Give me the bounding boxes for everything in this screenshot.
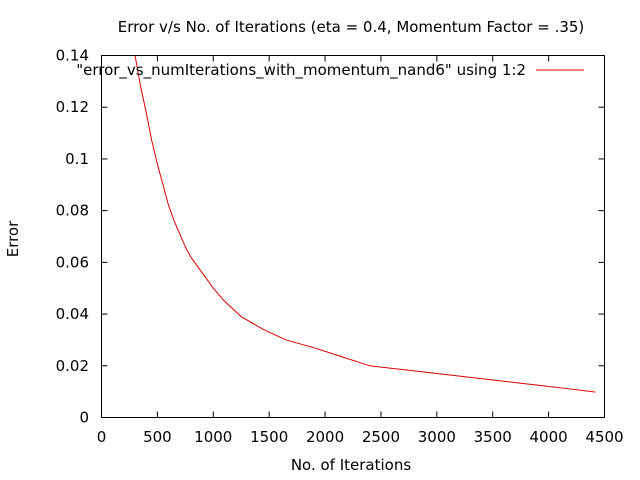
y-axis: 0 0.02 0.04 0.06 0.08 0.1 0.12 0.14 [56, 47, 605, 427]
y-tick-label: 0.06 [56, 253, 89, 271]
y-tick-label: 0.02 [56, 357, 89, 375]
y-tick-label: 0.14 [56, 47, 89, 65]
x-tick-label: 4500 [585, 428, 623, 446]
plot-frame [101, 55, 605, 418]
series-layer [134, 55, 596, 393]
x-tick-label: 2000 [306, 428, 344, 446]
series-line [134, 55, 596, 393]
y-tick-label: 0.08 [56, 202, 89, 220]
x-tick-label: 4000 [530, 428, 568, 446]
x-tick-label: 1500 [250, 428, 288, 446]
x-tick-label: 1000 [194, 428, 232, 446]
legend: "error_vs_numIterations_with_momentum_na… [76, 61, 584, 80]
y-tick-label: 0.1 [65, 150, 89, 168]
y-tick-label: 0.12 [56, 98, 89, 116]
x-axis: 0 500 1000 1500 2000 2500 3000 3500 4000 4500 [97, 55, 624, 446]
x-tick-label: 2500 [362, 428, 400, 446]
chart-title: Error v/s No. of Iterations (eta = 0.4, … [118, 18, 585, 36]
x-tick-label: 3000 [418, 428, 456, 446]
legend-label: "error_vs_numIterations_with_momentum_na… [76, 61, 526, 80]
x-axis-label: No. of Iterations [291, 456, 412, 474]
y-tick-label: 0 [79, 409, 89, 427]
y-tick-label: 0.04 [56, 305, 89, 323]
x-tick-label: 0 [97, 428, 107, 446]
x-tick-label: 3500 [474, 428, 512, 446]
y-axis-label: Error [4, 220, 22, 257]
x-tick-label: 500 [143, 428, 172, 446]
